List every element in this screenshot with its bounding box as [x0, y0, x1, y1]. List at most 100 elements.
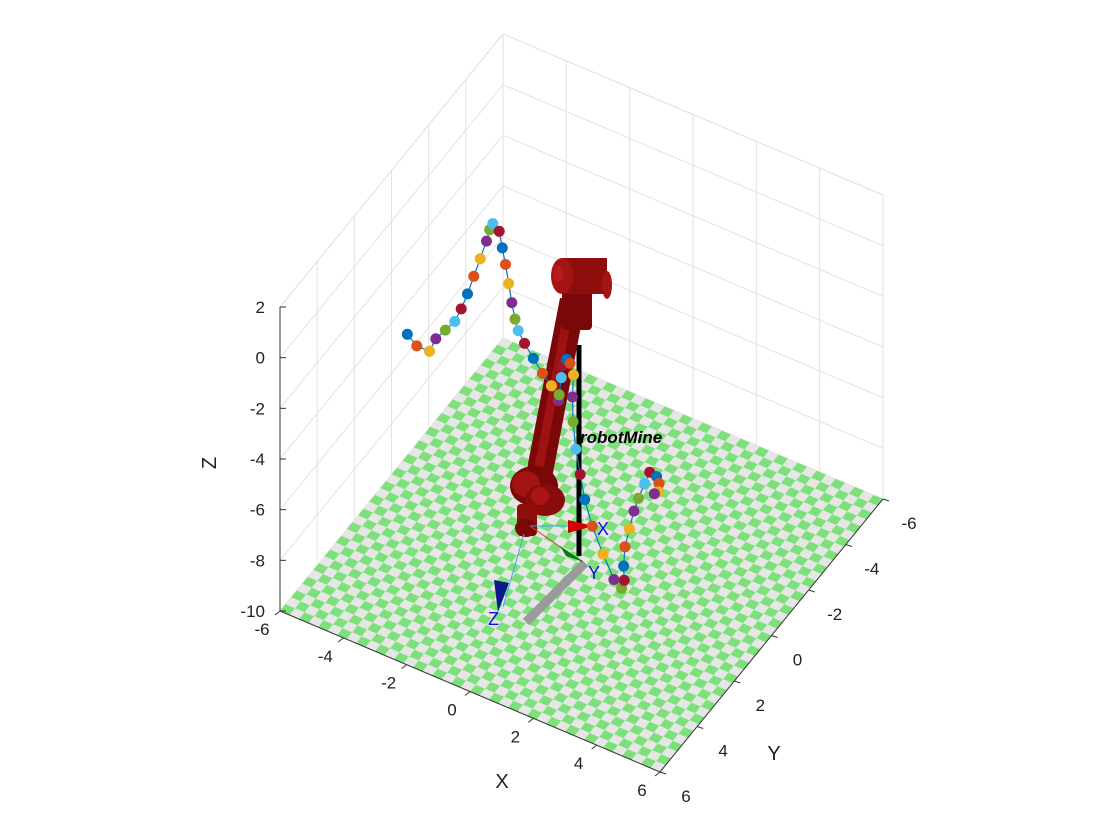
floor-tile	[557, 703, 573, 715]
floor-tile	[549, 525, 565, 537]
floor-tile	[564, 678, 580, 690]
floor-tile	[519, 577, 535, 588]
floor-tile	[306, 587, 322, 599]
floor-tile	[604, 410, 620, 422]
floor-tile	[705, 490, 721, 502]
floor-tile	[340, 593, 356, 604]
floor-tile	[592, 378, 608, 390]
floor-tile	[498, 540, 514, 552]
floor-tile	[440, 470, 456, 481]
floor-tile	[682, 471, 698, 483]
floor-tile	[427, 455, 443, 467]
floor-tile	[722, 516, 738, 527]
floor-tile	[387, 613, 403, 624]
floor-tile	[601, 492, 617, 504]
floor-tile	[481, 450, 497, 462]
floor-tile	[696, 688, 712, 700]
floor-tile	[347, 568, 363, 580]
floor-tile	[382, 619, 398, 631]
floor-tile	[627, 696, 642, 707]
floor-tile	[334, 599, 350, 611]
floor-tile	[695, 486, 711, 498]
floor-tile	[602, 584, 618, 596]
floor-tile	[766, 525, 782, 537]
floor-tile	[649, 402, 665, 414]
floor-tile	[680, 709, 696, 721]
floor-tile	[434, 540, 450, 552]
floor-tile	[594, 406, 610, 418]
y-tick	[808, 589, 815, 593]
floor-tile	[480, 358, 496, 370]
floor-tile	[689, 447, 705, 458]
floor-tile	[542, 706, 558, 717]
floor-tile	[477, 393, 493, 405]
floor-tile	[330, 589, 346, 600]
floor-tile	[690, 649, 706, 661]
floor-tile	[404, 592, 420, 604]
floor-tile	[565, 614, 581, 626]
floor-tile	[633, 735, 649, 747]
floor-tile	[586, 495, 602, 506]
floor-tile	[508, 590, 524, 602]
floor-tile	[485, 415, 501, 427]
floor-tile	[447, 445, 463, 457]
floor-tile	[709, 657, 725, 669]
floor-tile	[795, 473, 811, 485]
floor-tile	[672, 577, 688, 589]
floor-tile	[490, 675, 506, 686]
floor-tile	[460, 414, 476, 426]
floor-tile	[589, 680, 604, 691]
floor-tile	[809, 534, 825, 546]
trajectory-point	[579, 494, 591, 506]
floor-tile	[516, 658, 532, 670]
floor-tile	[431, 512, 447, 524]
floor-tile	[510, 352, 526, 364]
floor-tile	[655, 551, 671, 563]
floor-tile	[461, 506, 477, 518]
floor-tile	[740, 588, 756, 599]
floor-tile	[413, 440, 429, 452]
floor-tile	[479, 422, 495, 434]
floor-tile	[665, 492, 681, 503]
floor-tile	[460, 570, 476, 582]
floor-tile	[463, 599, 479, 610]
floor-tile	[725, 590, 741, 602]
floor-tile	[381, 527, 397, 539]
trajectory-point	[567, 416, 579, 428]
floor-tile	[761, 578, 777, 590]
floor-tile	[680, 599, 696, 611]
floor-tile	[575, 665, 591, 676]
floor-tile	[408, 603, 424, 615]
floor-tile	[365, 530, 381, 542]
floor-tile	[655, 598, 671, 609]
floor-tile	[498, 384, 514, 396]
floor-tile	[707, 629, 723, 640]
floor-tile	[512, 445, 528, 457]
trajectory-point	[555, 372, 567, 384]
floor-tile	[541, 549, 557, 561]
floor-tile	[588, 477, 604, 489]
floor-tile	[603, 520, 619, 532]
floor-tile	[491, 611, 507, 622]
floor-tile	[810, 470, 826, 482]
floor-tile	[615, 663, 631, 675]
floor-tile	[386, 630, 402, 642]
floor-tile	[664, 666, 680, 677]
floor-tile	[415, 532, 431, 544]
floor-tile	[507, 654, 523, 666]
floor-tile	[559, 465, 575, 477]
floor-tile	[742, 570, 758, 582]
floor-tile	[736, 577, 752, 589]
floor-tile	[675, 496, 691, 507]
floor-tile	[784, 487, 800, 499]
floor-tile	[858, 491, 874, 502]
floor-tile	[437, 661, 453, 673]
floor-tile	[643, 409, 659, 421]
floor-tile	[446, 463, 462, 475]
floor-tile	[789, 544, 805, 556]
floor-tile	[623, 465, 639, 476]
floor-tile	[607, 641, 623, 653]
floor-tile	[433, 650, 449, 662]
floor-tile	[353, 561, 369, 573]
floor-tile	[388, 549, 404, 561]
